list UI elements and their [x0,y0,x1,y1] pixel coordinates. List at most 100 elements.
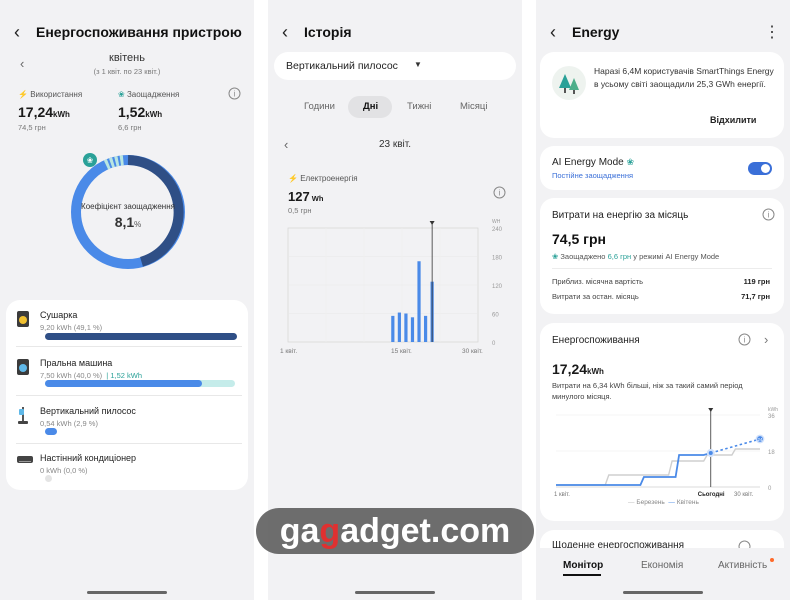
energy-line-chart: 36 18 0 kWh 24 1 квіт. Сьогодні 30 квіт. [554,407,778,498]
bar [417,261,421,342]
back-arrow-icon[interactable]: ‹ [550,21,556,42]
history-screen: ‹ Історія Вертикальний пилосос ▼ Години … [268,0,522,600]
series-line-march [556,448,760,486]
home-indicator [623,591,703,594]
vacuum-icon [18,407,28,424]
back-arrow-icon[interactable]: ‹ [14,21,20,42]
device-value: 0,54 kWh (2,9 %) [40,419,98,428]
estimated-cost-label: Приблиз. місячна вартість [552,277,644,286]
nav-tab-savings[interactable]: Економія [641,560,684,571]
nav-tab-monitor[interactable]: Монітор [563,560,604,571]
x-tick-label: 30 квіт. [462,347,483,355]
active-tab-pill [348,96,392,118]
y-tick-label: 36 [768,414,775,420]
notification-dot [770,558,774,562]
device-row-dryer[interactable]: Сушарка 9,20 kWh (49,1 %) [16,310,242,333]
bar [410,317,415,342]
device-bar-vacuum [45,428,57,435]
cost-value: 74,5 грн [552,231,606,247]
bar [423,315,428,342]
more-options-icon[interactable]: ⋮ [764,24,780,41]
today-point [706,449,715,457]
back-arrow-icon[interactable]: ‹ [282,21,288,42]
x-tick-label: 15 квіт. [391,347,412,355]
cost-title: Витрати на енергію за місяць [552,210,689,221]
dismiss-button[interactable]: Відхилити [710,115,757,125]
dryer-icon [17,311,29,327]
ring-label: Коефіцієнт заощадження [81,202,175,211]
y-unit-label: kWh [768,407,778,413]
device-bar-washer [45,380,202,387]
device-name: Пральна машина [40,358,113,368]
y-tick-label: 180 [492,256,503,262]
lightning-icon: ⚡ [18,90,28,99]
device-name: Настінний кондиціонер [40,453,137,463]
savings-label: Заощадження [126,90,180,99]
device-name: Сушарка [40,310,78,320]
tab-weeks[interactable]: Тижні [407,101,432,112]
active-tab-underline [563,574,601,576]
home-indicator [87,591,167,594]
device-bar-dryer [45,333,237,340]
bar [391,315,395,342]
svg-text:i: i [499,189,501,198]
energy-consumption-card[interactable]: Енергоспоживання i › 17,24kWh Витрати на… [540,323,784,521]
device-bar-ac [45,475,52,482]
daily-bar-chart: 240 180 120 60 0 WH 1 квіт. 15 квіт. 30 квіт. [280,219,503,355]
monthly-cost-card[interactable]: Витрати на енергію за місяць i 74,5 грн … [540,198,784,314]
divider [16,395,242,396]
lightning-icon: ⚡ [288,174,298,183]
device-select[interactable]: Вертикальний пилосос ▼ [274,52,516,80]
savings-cost: 6,6 грн [118,123,142,132]
y-unit-label: WH [492,219,501,225]
usage-label-row: ⚡ Використання [18,90,82,99]
ai-mode-card: AI Energy Mode ❀ Постійне заощадження [540,146,784,190]
info-icon[interactable]: i [738,333,751,346]
info-icon[interactable]: i [493,186,506,199]
header: ‹ Історія [282,20,512,44]
date-range: (з 1 квіт. по 23 квіт.) [93,67,161,76]
leaf-icon: ❀ [626,157,635,167]
ai-mode-subtitle: Постійне заощадження [552,171,634,180]
energy-screen: ‹ Energy ⋮ Наразі 6,4М користувачів Smar… [536,0,790,600]
y-tick-label: 120 [492,284,503,290]
divider [16,443,242,444]
ring-value: 8,1% [114,214,142,230]
estimated-cost-value: 119 грн [743,277,770,286]
air-conditioner-icon [17,456,33,463]
device-value: 7,50 kWh (40,0 %) | 1,52 kWh [40,371,143,380]
chevron-left-icon[interactable]: ‹ [284,137,289,152]
device-row-ac[interactable]: Настінний кондиціонер 0 kWh (0,0 %) [16,453,242,475]
x-tick-label: Сьогодні [698,492,725,498]
energy-value: 17,24kWh [552,361,604,377]
device-row-washer[interactable]: Пральна машина 7,50 kWh (40,0 %) | 1,52 k… [16,358,242,381]
page-title: Енергоспоживання пристрою [36,24,242,40]
tab-days[interactable]: Дні [363,101,379,112]
chevron-left-icon[interactable]: ‹ [20,56,25,71]
info-icon[interactable]: i [762,208,775,221]
tree-icon [552,66,586,100]
info-icon[interactable]: i [228,87,241,100]
last-month-label: Витрати за остан. місяць [552,292,639,301]
page-title: Energy [572,24,620,40]
bar [404,313,408,342]
header: ‹ Energy ⋮ [550,20,780,44]
banner-card: Наразі 6,4М користувачів SmartThings Ene… [540,52,784,138]
ai-mode-toggle[interactable] [748,162,772,175]
nav-tab-activity[interactable]: Активність [718,560,768,571]
bar [397,312,401,342]
series-line-forecast [710,438,761,454]
device-row-vacuum[interactable]: Вертикальний пилосос 0,54 kWh (2,9 %) [16,406,242,431]
month-label: квітень [109,52,145,64]
y-tick-label: 18 [768,450,775,456]
daily-title: Щоденне енергоспоживання [552,540,685,551]
tab-months[interactable]: Місяці [460,101,488,112]
chart-legend: — Березень — Квітень [628,499,699,506]
chevron-right-icon[interactable]: › [764,332,769,347]
series-line-april [556,452,712,486]
device-name: Вертикальний пилосос [40,406,136,416]
dropdown-caret-icon: ▼ [414,60,422,69]
banner-text: Наразі 6,4М користувачів SmartThings Ene… [594,66,774,89]
energy-title: Енергоспоживання [552,335,640,346]
tab-hours[interactable]: Години [304,101,335,112]
